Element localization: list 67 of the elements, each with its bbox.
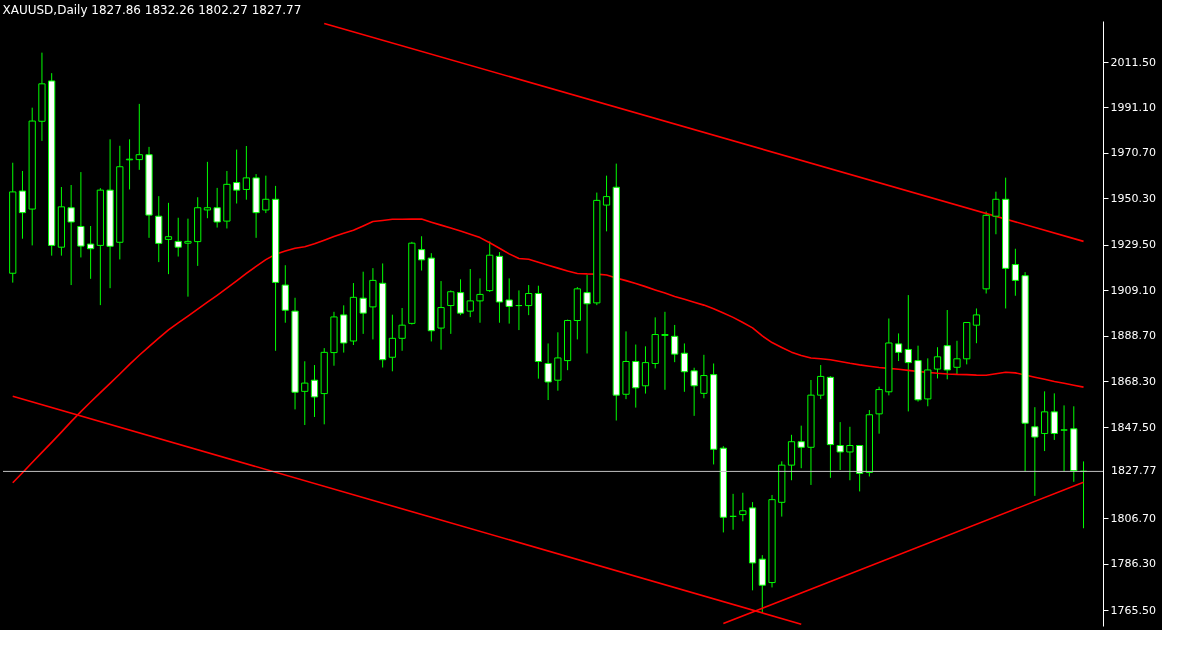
candlestick <box>437 280 445 351</box>
candlestick <box>203 161 212 219</box>
candlestick <box>1031 406 1039 497</box>
candlestick <box>787 434 796 481</box>
candlestick <box>476 277 484 324</box>
candlestick <box>953 340 961 375</box>
candlestick <box>1060 404 1068 473</box>
candlestick <box>417 235 426 272</box>
y-tick-label: 1806.70 <box>1110 511 1156 525</box>
candlestick <box>505 277 513 325</box>
y-tick-label: 1970.70 <box>1110 146 1156 160</box>
candlestick <box>836 421 844 471</box>
candlestick <box>87 225 95 280</box>
candlestick <box>1040 390 1049 452</box>
candlestick <box>797 425 805 469</box>
candlestick <box>904 294 912 412</box>
y-tick-label: 1950.30 <box>1110 191 1156 205</box>
candlestick <box>262 175 270 214</box>
candlestick <box>135 103 143 171</box>
candlestick <box>992 191 1000 235</box>
candlestick <box>972 307 981 344</box>
candlestick <box>67 184 75 286</box>
candlestick <box>456 278 465 316</box>
candlestick <box>739 492 747 522</box>
ref-line-label: 1827.77 <box>1111 464 1157 478</box>
candlestick <box>1011 248 1019 297</box>
candlestick <box>554 331 562 392</box>
candlestick <box>213 187 221 229</box>
y-tick-label: 1786.30 <box>1110 557 1156 571</box>
candlestick <box>894 332 903 362</box>
candlestick <box>525 284 533 316</box>
candlestick <box>602 175 611 232</box>
y-tick-label: 1929.50 <box>1110 238 1156 252</box>
candlestick <box>398 307 406 352</box>
y-tick-label: 1991.10 <box>1110 100 1156 114</box>
candlestick <box>184 218 192 298</box>
candlestick <box>544 342 552 401</box>
candlestick <box>933 346 942 379</box>
candlestick <box>641 345 650 395</box>
candlestick <box>700 354 708 399</box>
chart-title: XAUUSD,Daily 1827.86 1832.26 1802.27 1827.77 <box>2 3 302 17</box>
candlestick <box>174 217 182 258</box>
candlestick <box>1050 392 1058 441</box>
candlestick <box>359 271 367 335</box>
candlestick <box>661 311 669 391</box>
y-tick-label: 1909.10 <box>1110 283 1156 297</box>
y-tick-label: 1765.50 <box>1110 603 1156 617</box>
candlestick <box>242 145 250 201</box>
candlestick <box>164 202 173 275</box>
candlestick <box>310 364 319 418</box>
candlestick <box>680 342 689 393</box>
y-tick-label: 1868.30 <box>1110 374 1156 388</box>
y-tick-label: 2011.50 <box>1110 55 1156 69</box>
candlestick <box>233 149 241 204</box>
candlestick <box>690 367 698 417</box>
candlestick <box>817 364 825 400</box>
candlestick <box>77 171 85 258</box>
candlestick <box>447 289 455 335</box>
candlestick <box>301 360 309 426</box>
y-tick-label: 1847.50 <box>1110 420 1156 434</box>
candlestick <box>388 314 396 372</box>
candlestick <box>846 426 854 481</box>
y-tick-label: 1888.70 <box>1110 329 1156 343</box>
candlestick <box>18 170 27 240</box>
candlestick <box>466 268 474 318</box>
candlestick <box>671 324 679 363</box>
candlestick <box>583 274 591 354</box>
